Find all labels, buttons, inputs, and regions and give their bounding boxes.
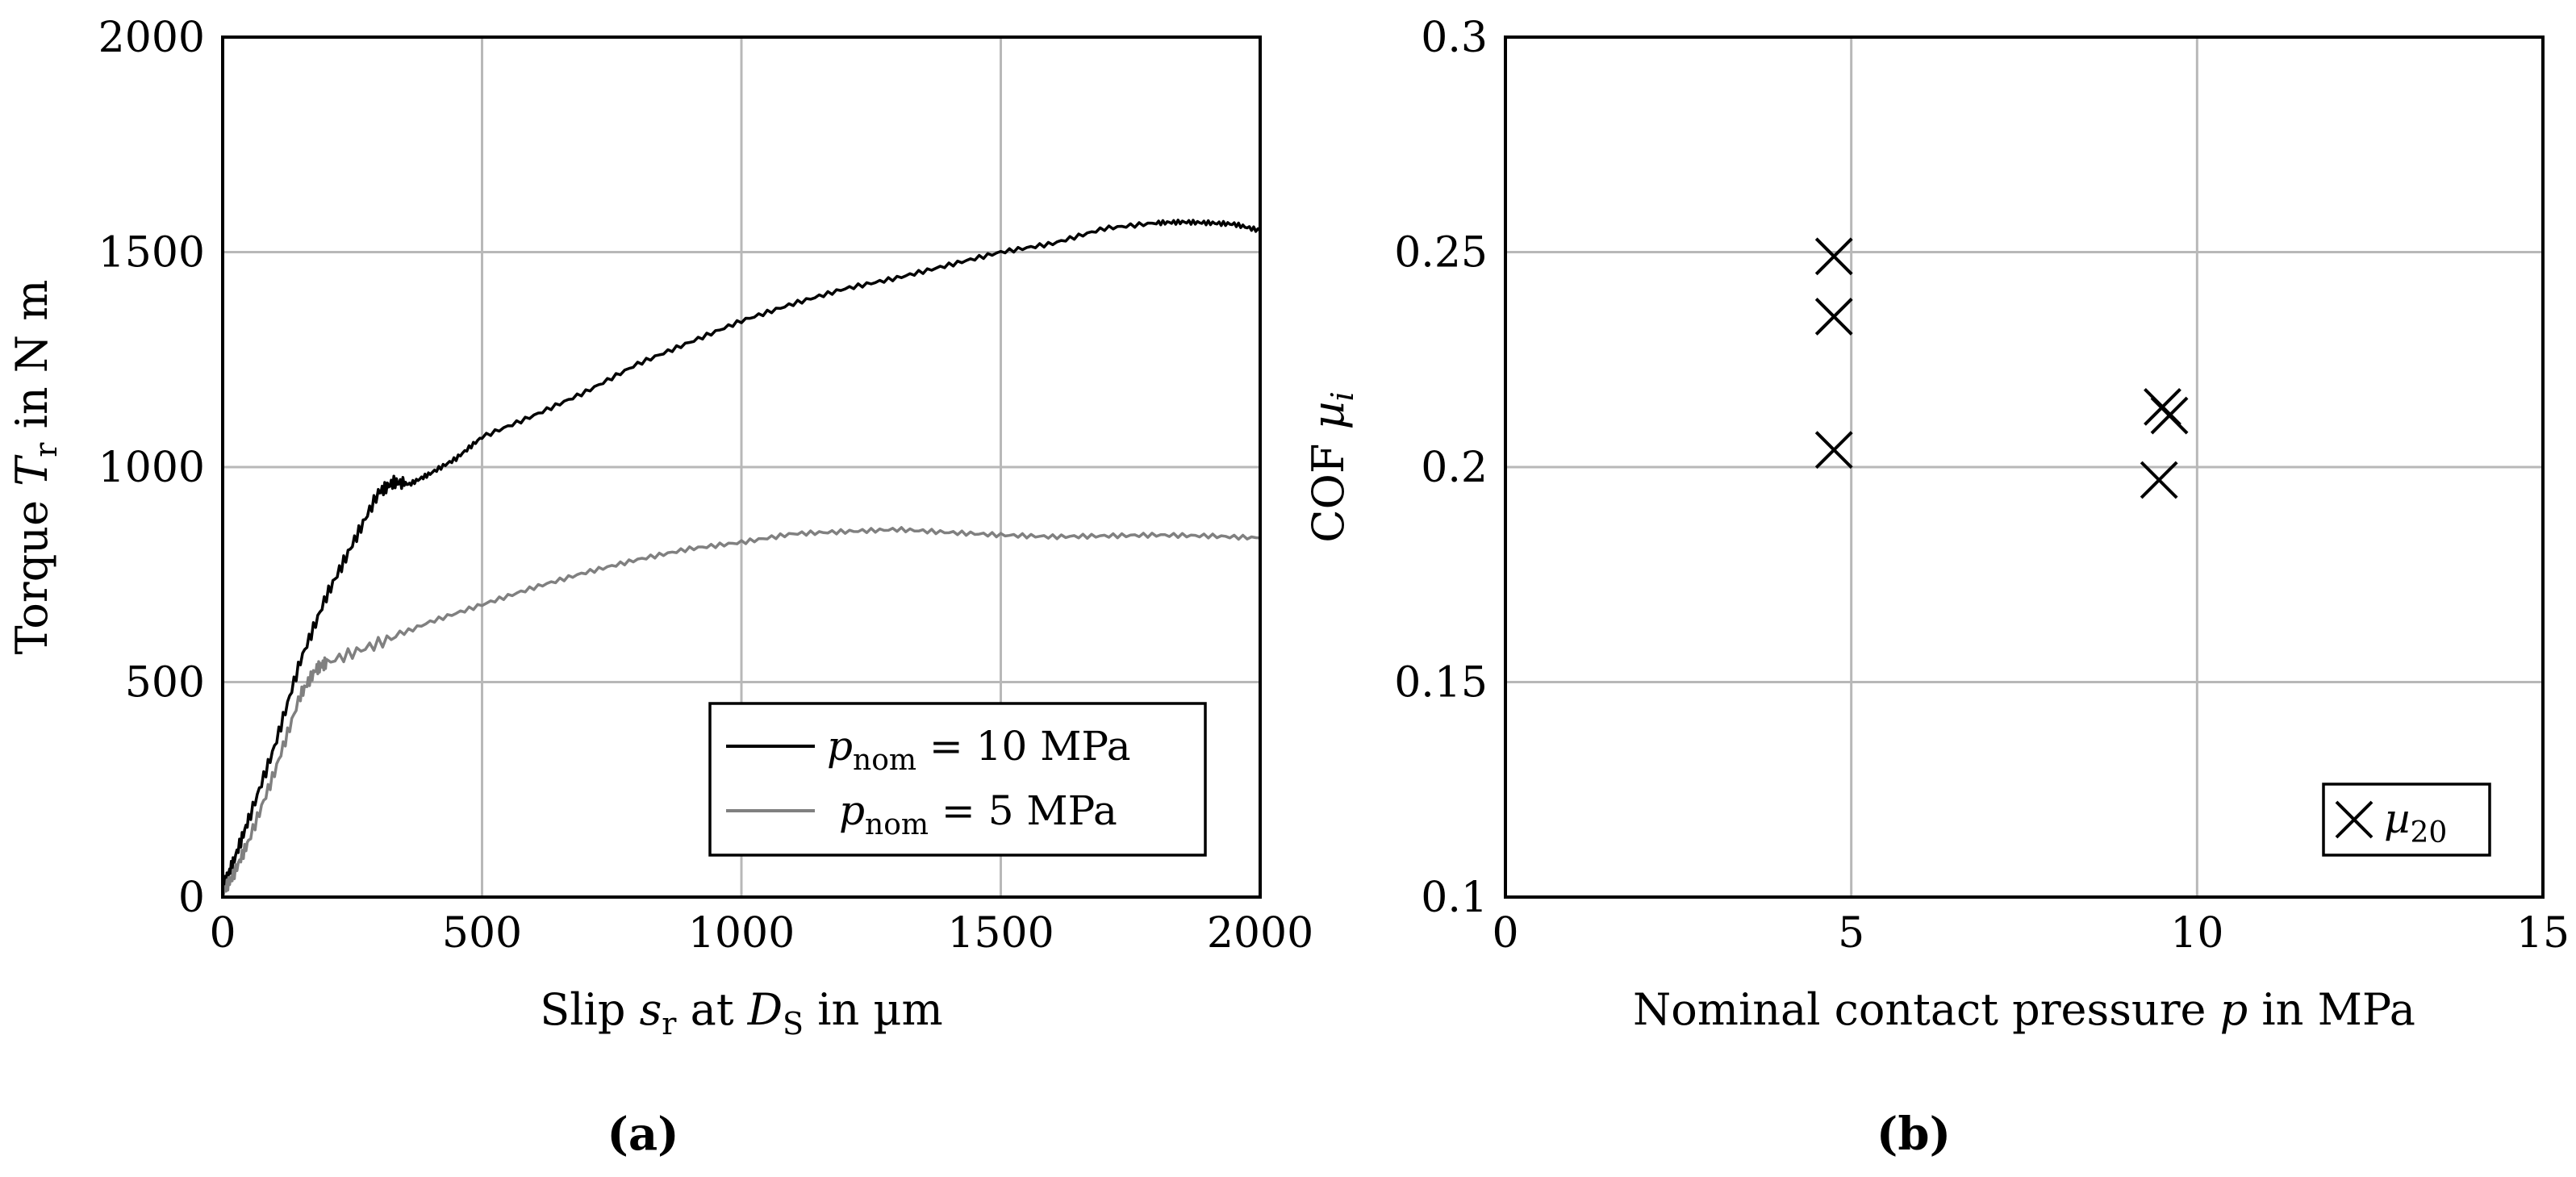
data-point-x-marker	[1814, 298, 1853, 336]
panel-b-gridlines	[1504, 35, 2545, 899]
panel-a-x-tick-label: 1500	[947, 909, 1054, 958]
legend-label-10mpa: pnom = 10 MPa	[827, 723, 1131, 777]
panel-b-plot-frame	[1504, 35, 2545, 899]
data-point-x-marker	[2150, 396, 2189, 435]
panel-a-caption: (a)	[607, 1108, 678, 1161]
series-line-10mpa	[221, 219, 1262, 891]
panel-a-tick-labels: 0 500 1000 1500 2000 0 500 1000 1500 2000	[98, 14, 1314, 958]
panel-a-y-tick-label: 0	[178, 874, 205, 922]
panel-b-x-tick-label: 5	[1838, 909, 1864, 958]
panel-a-legend-box	[708, 702, 1207, 857]
panel-a-torque-vs-slip: 0 500 1000 1500 2000 0 500 1000 1500 2000 Slip sr…	[6, 14, 1313, 1161]
panel-b-y-tick-label: 0.25	[1394, 229, 1488, 278]
panel-a-x-tick-label: 0	[209, 909, 236, 958]
panel-b-x-tick-label: 10	[2170, 909, 2223, 958]
data-point-x-marker	[1814, 431, 1853, 470]
legend-x-marker-icon	[2335, 800, 2374, 839]
legend-label-mu20: µ20	[2384, 795, 2447, 849]
panel-b-cof-vs-pressure: 0 5 10 15 0.1 0.15 0.2 0.25 0.3 Nominal contact …	[1303, 14, 2570, 1161]
panel-b-caption: (b)	[1877, 1108, 1951, 1161]
panel-b-y-tick-label: 0.15	[1394, 659, 1488, 707]
series-line-5mpa	[221, 526, 1261, 896]
panel-a-x-tick-label: 2000	[1207, 909, 1313, 958]
panel-b-y-tick-label: 0.3	[1421, 14, 1488, 62]
panel-a-legend: pnom = 10 MPa pnom = 5 MPa	[708, 702, 1207, 857]
panel-b-x-tick-label: 0	[1492, 909, 1518, 958]
panel-a-y-tick-label: 1500	[98, 229, 205, 278]
panel-b-x-tick-label: 15	[2516, 909, 2570, 958]
panel-b-y-axis-label: COF µi	[1303, 391, 1360, 543]
panel-b-tick-labels: 0 5 10 15 0.1 0.15 0.2 0.25 0.3	[1394, 14, 2570, 958]
panel-b-y-tick-label: 0.1	[1421, 874, 1488, 922]
panel-b-markers	[1814, 237, 2189, 499]
panel-b-legend-box	[2322, 783, 2491, 857]
data-point-x-marker	[1814, 237, 1853, 276]
data-point-x-marker	[2140, 461, 2178, 499]
legend-label-5mpa: pnom = 5 MPa	[839, 787, 1117, 841]
panel-a-y-tick-label: 500	[125, 659, 205, 707]
panel-a-y-tick-label: 1000	[98, 444, 205, 492]
panel-b-x-axis-label: Nominal contact pressure p in MPa	[1633, 984, 2415, 1035]
panel-b-y-tick-label: 0.2	[1421, 444, 1488, 492]
panel-a-x-axis-label: Slip sr at DS in µm	[540, 984, 942, 1041]
panel-a-y-axis-label: Torque Tr in N m	[6, 280, 64, 655]
panel-a-plot-frame	[221, 35, 1262, 899]
panel-a-series-lines	[221, 219, 1262, 896]
panel-b-legend: µ20	[2322, 783, 2491, 857]
panel-a-y-tick-label: 2000	[98, 14, 205, 62]
panel-a-x-tick-label: 500	[442, 909, 522, 958]
panel-a-x-tick-label: 1000	[688, 909, 795, 958]
